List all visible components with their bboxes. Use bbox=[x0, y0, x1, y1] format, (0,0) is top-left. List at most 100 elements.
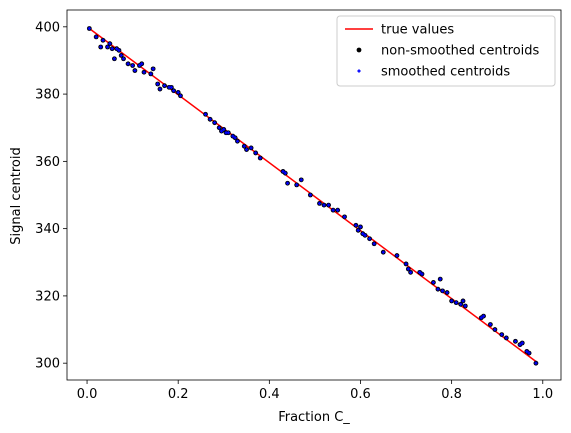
smoothed-point bbox=[281, 169, 285, 174]
smoothed-point bbox=[488, 322, 492, 327]
smoothed-point bbox=[176, 90, 180, 95]
legend-box bbox=[336, 15, 556, 87]
legend-label: non-smoothed centroids bbox=[381, 44, 540, 59]
smoothed-point bbox=[208, 117, 212, 121]
legend-label: true values bbox=[381, 23, 454, 38]
smoothed-point bbox=[326, 203, 331, 207]
smoothed-point bbox=[142, 70, 146, 74]
smoothed-point bbox=[108, 42, 112, 46]
smoothed-point bbox=[105, 45, 110, 49]
smoothed-point bbox=[404, 262, 408, 266]
smoothed-point bbox=[331, 208, 335, 212]
smoothed-point bbox=[101, 38, 105, 42]
smoothed-point bbox=[372, 242, 376, 246]
smoothed-point bbox=[479, 316, 483, 320]
smoothed-point bbox=[459, 302, 463, 306]
smoothed-point bbox=[158, 87, 162, 91]
y-tick-label: 300 bbox=[35, 357, 60, 372]
smoothed-point bbox=[87, 26, 91, 31]
smoothed-point bbox=[431, 280, 435, 285]
smoothed-point bbox=[121, 57, 126, 61]
smoothed-point bbox=[461, 299, 465, 303]
smoothed-point bbox=[395, 253, 399, 258]
smoothed-point bbox=[454, 301, 458, 305]
smoothed-point bbox=[219, 129, 224, 133]
smoothed-point bbox=[527, 351, 531, 355]
smoothed-point bbox=[322, 203, 326, 207]
smoothed-point bbox=[481, 314, 486, 318]
axes: 0.0 0.2 0.4 0.6 0.8 1.0 300 320 340 360 380 400 bbox=[35, 9, 562, 402]
smoothed-point bbox=[493, 327, 497, 332]
smoothed-point bbox=[445, 290, 449, 295]
smoothed-point bbox=[317, 201, 322, 206]
smoothed-point bbox=[518, 343, 522, 347]
x-tick-label: 0.8 bbox=[441, 387, 462, 402]
smoothed-point bbox=[94, 35, 98, 39]
smoothed-point bbox=[133, 68, 137, 73]
smoothed-point bbox=[285, 181, 290, 185]
smoothed-point bbox=[249, 146, 253, 150]
x-tick-label: 0.0 bbox=[77, 387, 98, 402]
legend: true values non-smoothed centroids smoothe… bbox=[336, 15, 556, 87]
legend-dot-swatch bbox=[356, 47, 362, 53]
smoothed-point bbox=[112, 57, 116, 61]
smoothed-point bbox=[438, 277, 442, 281]
smoothed-point bbox=[126, 62, 130, 66]
smoothed-point bbox=[363, 233, 367, 237]
smoothed-point bbox=[137, 63, 142, 68]
smoothed-point bbox=[520, 341, 524, 345]
legend-plus-swatch bbox=[357, 69, 361, 73]
smoothed-point bbox=[336, 208, 340, 212]
legend-label: smoothed centroids bbox=[381, 65, 510, 80]
smoothed-point bbox=[358, 225, 363, 229]
data-marks bbox=[86, 26, 539, 366]
smoothed-point bbox=[140, 62, 144, 66]
smoothed-point bbox=[258, 156, 262, 160]
smoothed-point bbox=[463, 304, 467, 308]
smoothed-point bbox=[418, 270, 422, 274]
smoothed-point bbox=[233, 136, 237, 140]
smoothed-point bbox=[115, 47, 119, 51]
x-axis-label: Fraction C_ bbox=[278, 410, 350, 425]
smoothed-point bbox=[283, 171, 287, 175]
smoothed-point bbox=[356, 228, 360, 232]
smoothed-point bbox=[156, 82, 160, 86]
smoothed-point bbox=[217, 126, 221, 130]
smoothed-point bbox=[299, 178, 303, 182]
smoothed-point bbox=[203, 112, 208, 116]
smoothed-point bbox=[169, 85, 173, 89]
smoothed-point bbox=[381, 250, 385, 254]
smoothed-point bbox=[342, 215, 347, 219]
smoothed-point bbox=[354, 223, 358, 227]
smoothed-point bbox=[117, 48, 121, 52]
smoothed-point bbox=[513, 339, 518, 343]
smoothed-point bbox=[436, 287, 440, 291]
smoothed-point bbox=[151, 67, 155, 71]
smoothed-point bbox=[308, 193, 312, 197]
smoothed-point bbox=[534, 361, 538, 365]
smoothed-point bbox=[525, 349, 529, 354]
x-tick-label: 0.6 bbox=[350, 387, 371, 402]
y-tick-label: 320 bbox=[35, 289, 60, 304]
smoothed-point bbox=[420, 272, 424, 276]
smoothed-point bbox=[119, 53, 123, 58]
smoothed-point bbox=[172, 89, 176, 93]
smoothed-point bbox=[254, 151, 258, 155]
smoothed-point bbox=[504, 336, 508, 340]
y-tick-label: 380 bbox=[35, 88, 60, 103]
smoothed-point bbox=[450, 299, 454, 303]
smoothed-point bbox=[162, 84, 167, 88]
y-axis-label: Signal centroid bbox=[9, 147, 24, 244]
smoothed-point bbox=[367, 237, 372, 241]
smoothed-point bbox=[110, 47, 114, 51]
smoothed-point bbox=[235, 139, 240, 143]
smoothed-point bbox=[406, 267, 410, 271]
x-tick-label: 0.2 bbox=[168, 387, 189, 402]
axes-frame bbox=[66, 9, 562, 381]
smoothed-point bbox=[222, 127, 226, 132]
smoothed-point bbox=[500, 332, 504, 337]
smoothed-point bbox=[295, 183, 299, 187]
y-tick-label: 340 bbox=[35, 222, 60, 237]
smoothed-point bbox=[361, 232, 365, 236]
